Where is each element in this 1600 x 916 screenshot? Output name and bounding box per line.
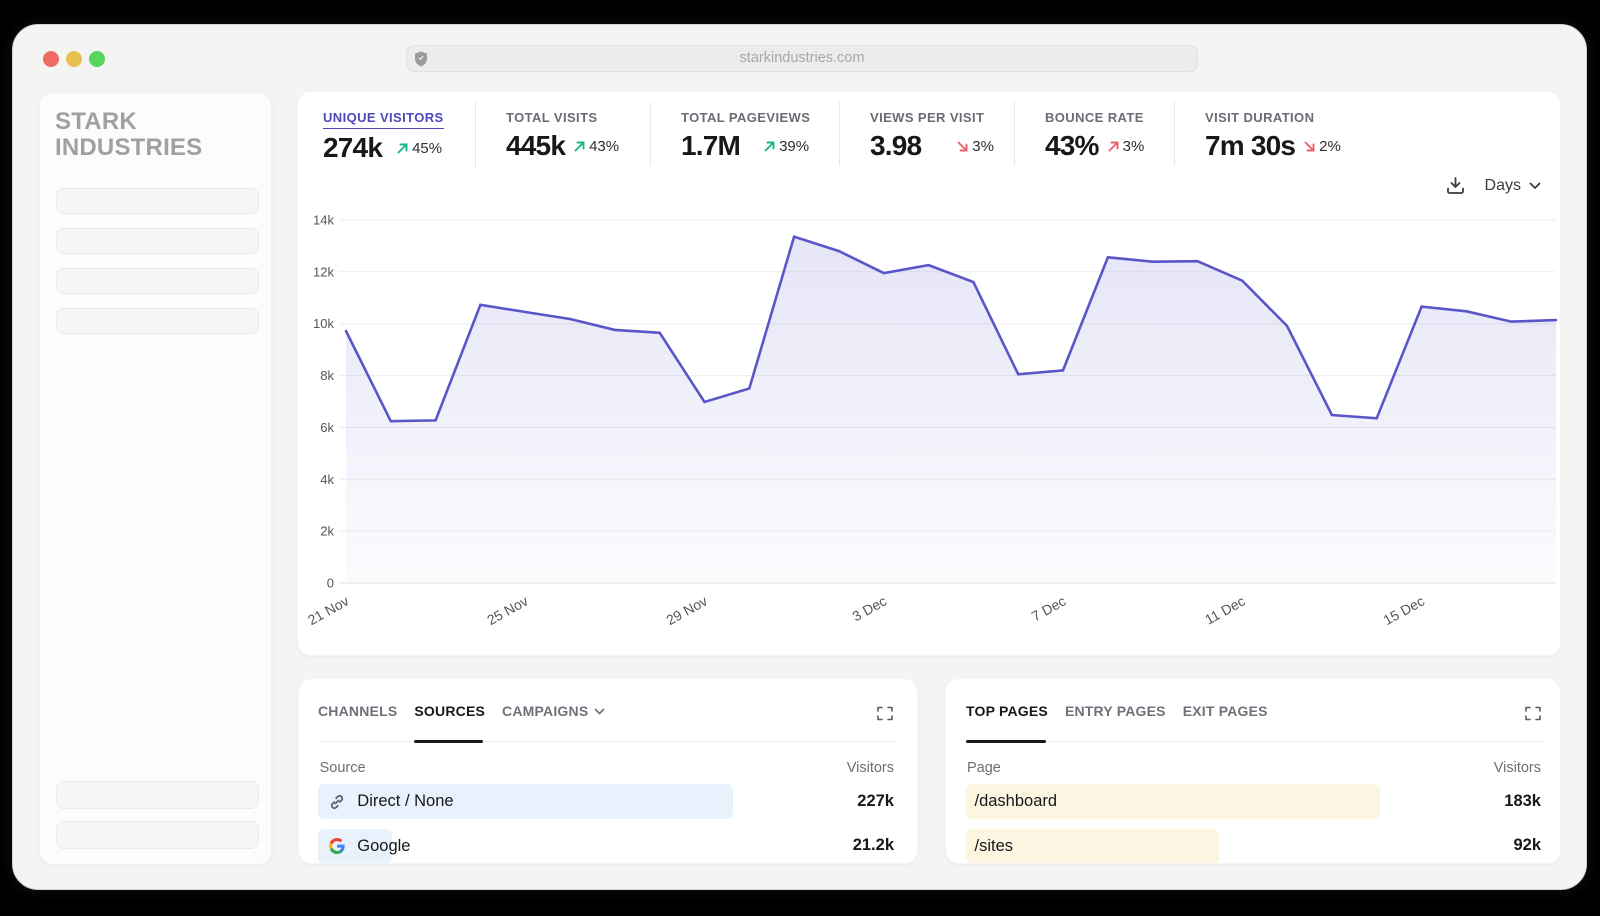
svg-text:7 Dec: 7 Dec xyxy=(1029,593,1069,625)
svg-text:2k: 2k xyxy=(320,524,334,539)
svg-text:6k: 6k xyxy=(320,420,334,435)
svg-text:10k: 10k xyxy=(313,316,334,331)
svg-text:21 Nov: 21 Nov xyxy=(305,593,352,628)
svg-text:12k: 12k xyxy=(313,264,334,279)
svg-text:29 Nov: 29 Nov xyxy=(663,593,710,628)
svg-text:11 Dec: 11 Dec xyxy=(1202,593,1248,628)
svg-text:3 Dec: 3 Dec xyxy=(850,593,890,625)
svg-text:4k: 4k xyxy=(320,472,334,487)
svg-text:25 Nov: 25 Nov xyxy=(484,593,531,628)
svg-text:14k: 14k xyxy=(313,213,334,228)
svg-text:8k: 8k xyxy=(320,368,334,383)
svg-text:15 Dec: 15 Dec xyxy=(1380,593,1427,628)
svg-text:0: 0 xyxy=(327,576,334,591)
